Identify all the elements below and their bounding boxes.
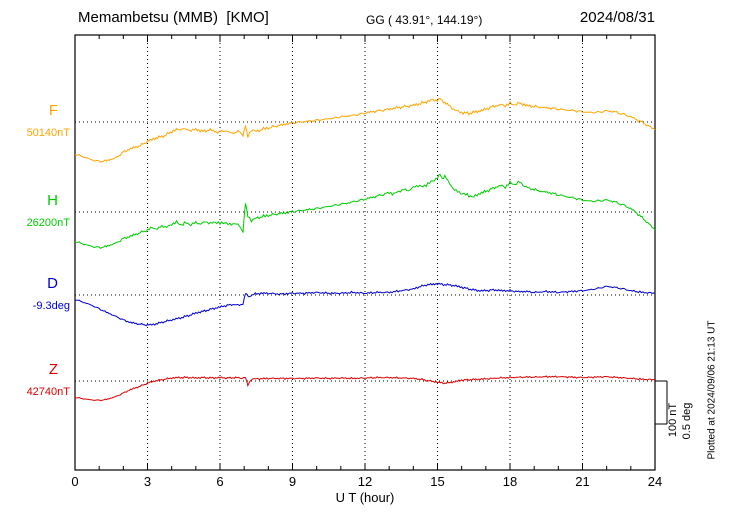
series-label-D: D (47, 275, 58, 292)
series-baseline-value-H: 26200nT (26, 217, 70, 229)
x-tick-label: 6 (216, 474, 223, 489)
x-tick-label: 21 (575, 474, 589, 489)
trace-Z (74, 375, 656, 402)
x-tick-label: 0 (71, 474, 78, 489)
station-title: Memambetsu (MMB) [KMO] (78, 9, 269, 26)
scale-bar-label-nt: 100 nT (667, 402, 679, 438)
observatory-coordinates: GG ( 43.91°, 144.19°) (366, 13, 483, 27)
series-baseline-value-F: 50140nT (26, 127, 70, 139)
series-label-F: F (48, 102, 58, 119)
trace-F (74, 97, 656, 164)
series-label-Z: Z (48, 361, 58, 378)
series-baseline-value-D: -9.3deg (32, 300, 70, 312)
plotted-timestamp: Plotted at 2024/09/06 21:13 UT (706, 320, 718, 460)
x-tick-label: 9 (289, 474, 296, 489)
trace-D (74, 282, 656, 327)
x-tick-label: 15 (430, 474, 444, 489)
x-tick-label: 12 (358, 474, 372, 489)
x-tick-label: 24 (648, 474, 662, 489)
scale-bar-label-deg: 0.5 deg (681, 402, 693, 440)
plot-date: 2024/08/31 (579, 9, 655, 26)
x-tick-label: 18 (503, 474, 517, 489)
trace-H (74, 173, 656, 250)
x-tick-label: 3 (144, 474, 151, 489)
series-baseline-value-Z: 42740nT (26, 386, 70, 398)
series-label-H: H (47, 192, 58, 209)
x-axis-label: U T (hour) (335, 490, 395, 505)
